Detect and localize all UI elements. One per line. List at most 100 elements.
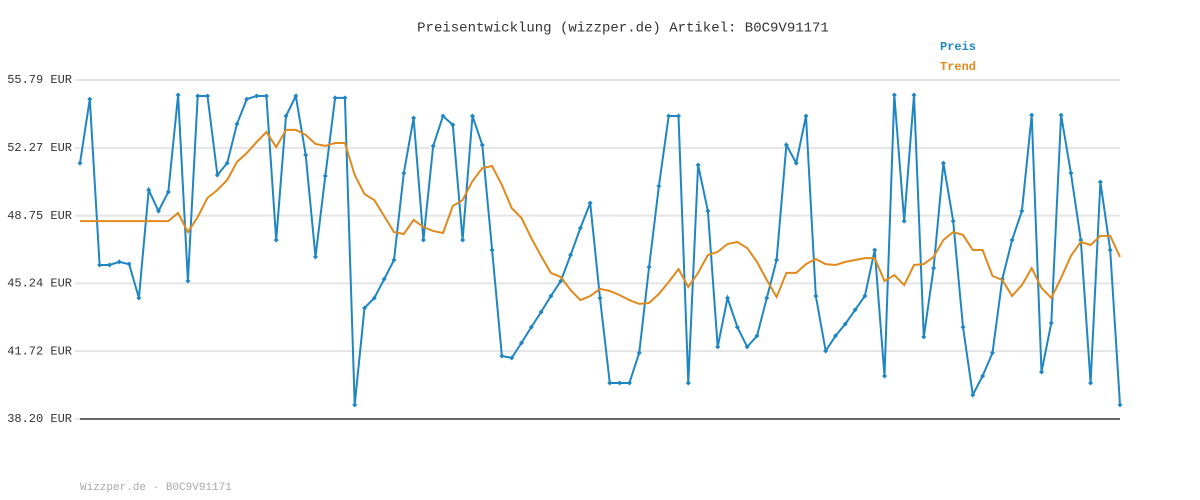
point xyxy=(1058,112,1064,118)
point xyxy=(519,340,525,346)
point xyxy=(146,187,152,193)
point xyxy=(116,259,122,265)
point xyxy=(244,96,250,102)
point xyxy=(921,334,927,340)
point xyxy=(499,353,505,359)
point xyxy=(734,324,740,330)
point xyxy=(823,348,829,354)
point xyxy=(362,305,368,311)
point xyxy=(891,92,897,98)
point xyxy=(813,293,819,299)
point xyxy=(950,218,956,224)
point xyxy=(371,295,377,301)
point xyxy=(136,295,142,301)
y-tick-label: 52.27 EUR xyxy=(7,141,72,155)
point xyxy=(705,208,711,214)
point xyxy=(989,350,995,356)
point xyxy=(872,247,878,253)
point xyxy=(607,380,613,386)
point xyxy=(1078,237,1084,243)
point xyxy=(764,295,770,301)
point xyxy=(469,113,475,119)
point xyxy=(1009,237,1015,243)
point xyxy=(165,189,171,195)
chart-title: Preisentwicklung (wizzper.de) Artikel: B… xyxy=(417,21,829,37)
point xyxy=(273,237,279,243)
legend-label: Trend xyxy=(940,60,976,74)
point xyxy=(283,113,289,119)
point xyxy=(715,344,721,350)
point xyxy=(1029,112,1035,118)
point xyxy=(626,380,632,386)
point xyxy=(568,252,574,258)
point xyxy=(293,93,299,99)
point xyxy=(263,93,269,99)
point xyxy=(538,309,544,315)
point xyxy=(254,93,260,99)
point xyxy=(1117,402,1123,408)
point xyxy=(509,355,515,361)
y-tick-label: 41.72 EUR xyxy=(7,344,72,358)
point xyxy=(842,321,848,327)
point xyxy=(725,295,731,301)
point xyxy=(587,200,593,206)
point xyxy=(548,293,554,299)
point xyxy=(303,152,309,158)
point xyxy=(744,344,750,350)
point xyxy=(312,254,318,260)
point xyxy=(832,333,838,339)
point xyxy=(675,113,681,119)
point xyxy=(195,93,201,99)
point xyxy=(901,218,907,224)
point xyxy=(205,93,211,99)
point xyxy=(783,142,789,148)
point xyxy=(774,257,780,263)
point xyxy=(882,373,888,379)
point xyxy=(460,237,466,243)
point xyxy=(332,95,338,101)
point xyxy=(931,265,937,271)
point xyxy=(980,373,986,379)
point xyxy=(489,247,495,253)
point xyxy=(106,262,112,268)
footer: Wizzper.de - B0C9V91171 xyxy=(80,482,232,494)
point xyxy=(185,278,191,284)
point xyxy=(97,262,103,268)
point xyxy=(224,160,230,166)
point xyxy=(911,92,917,98)
series-line xyxy=(80,128,1121,305)
point xyxy=(479,142,485,148)
point xyxy=(1097,179,1103,185)
point xyxy=(695,162,701,168)
point xyxy=(940,160,946,166)
y-tick-label: 45.24 EUR xyxy=(7,276,72,290)
point xyxy=(342,95,348,101)
point xyxy=(1039,369,1045,375)
point xyxy=(381,276,387,282)
point xyxy=(87,96,93,102)
point xyxy=(617,380,623,386)
point xyxy=(411,115,417,121)
point xyxy=(450,122,456,128)
point xyxy=(440,113,446,119)
point xyxy=(597,295,603,301)
point xyxy=(401,170,407,176)
point xyxy=(1107,247,1113,253)
point xyxy=(577,225,583,231)
point xyxy=(754,333,760,339)
point xyxy=(155,208,161,214)
point xyxy=(175,92,181,98)
y-tick-label: 38.20 EUR xyxy=(7,412,72,426)
point xyxy=(77,160,83,166)
point xyxy=(126,261,132,267)
series-line xyxy=(79,92,1121,406)
point xyxy=(234,121,240,127)
point xyxy=(420,237,426,243)
point xyxy=(793,160,799,166)
point xyxy=(970,392,976,398)
point xyxy=(960,324,966,330)
point xyxy=(1048,320,1054,326)
point xyxy=(656,183,662,189)
point xyxy=(803,113,809,119)
